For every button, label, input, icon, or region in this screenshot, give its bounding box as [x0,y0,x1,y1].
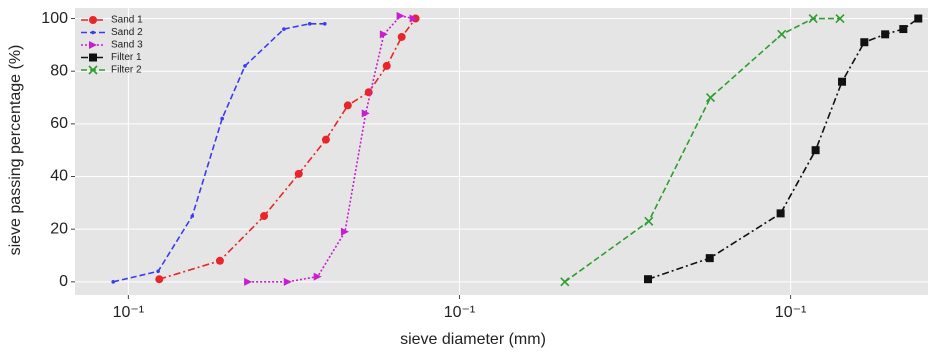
series-line [647,17,919,280]
marker [283,277,292,286]
x-tick-label: 10⁻¹ [444,304,476,321]
marker [811,146,820,155]
marker [282,27,286,31]
y-tick-label: 100 [41,10,68,27]
y-tick-label: 0 [59,273,68,290]
legend-label: Filter 1 [111,52,142,63]
y-tick-label: 40 [50,168,68,185]
marker [321,135,330,144]
marker [220,116,224,121]
marker [156,269,160,274]
marker [190,214,195,218]
marker [838,77,847,86]
legend-label: Sand 2 [111,27,143,38]
marker [860,38,869,47]
marker [89,41,97,49]
legend-label: Sand 3 [111,40,143,51]
series-line [113,22,325,283]
legend-label: Filter 2 [111,65,142,76]
marker [644,216,654,226]
marker [881,30,890,39]
marker [382,61,391,70]
marker [397,32,406,41]
marker [260,212,269,221]
marker [361,109,370,118]
marker [364,88,373,97]
y-tick-label: 80 [50,62,68,79]
marker [294,169,303,178]
marker [705,92,716,103]
y-tick-label: 20 [50,220,68,237]
marker [313,272,322,281]
marker [244,277,253,286]
series-line [159,18,417,280]
marker [307,21,312,26]
marker [409,14,418,23]
marker [88,65,98,75]
marker [323,21,327,26]
marker [243,64,247,68]
x-axis-label: sieve diameter (mm) [400,331,546,348]
marker [91,30,95,35]
marker [89,53,97,62]
marker [89,16,97,24]
legend-label: Sand 1 [111,15,143,26]
marker [777,29,787,39]
marker [155,275,164,284]
marker [808,13,818,24]
marker [560,277,570,287]
marker [644,275,653,284]
marker [340,227,349,236]
marker [379,30,388,39]
marker [914,14,923,23]
marker [111,280,116,284]
x-tick-label: 10⁻¹ [775,304,807,321]
plot-area [75,8,928,295]
marker [776,209,785,218]
y-tick-label: 60 [50,115,68,132]
marker [396,11,405,20]
y-axis-label: sieve passing percentage (%) [7,45,24,256]
marker [705,254,714,263]
marker [343,101,352,110]
marker [215,256,224,265]
marker [899,25,908,34]
series-line [564,17,841,283]
marker [835,13,845,24]
x-tick-label: 10⁻¹ [113,304,145,321]
